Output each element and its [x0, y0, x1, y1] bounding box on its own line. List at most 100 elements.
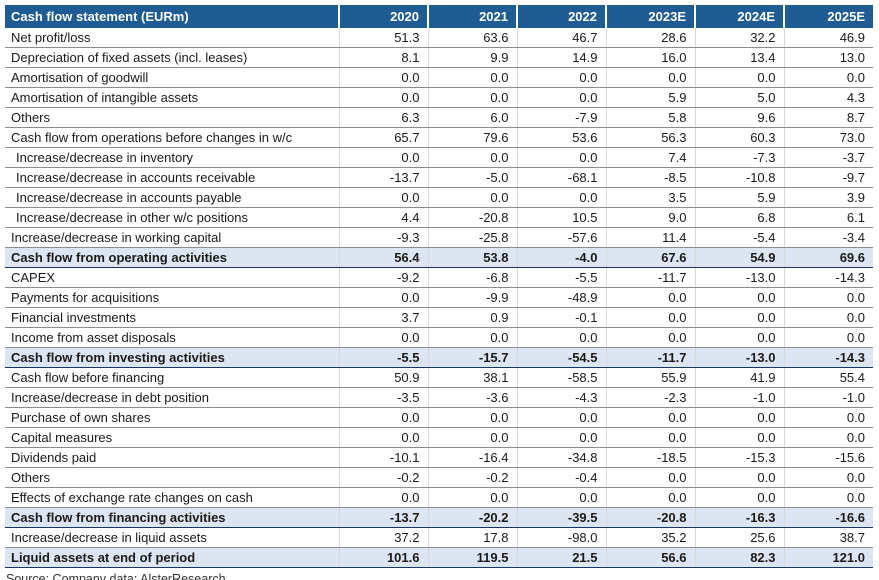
row-value: 0.0	[338, 427, 428, 448]
row-label: Dividends paid	[5, 447, 339, 468]
row-label: Amortisation of intangible assets	[5, 87, 339, 108]
column-header-year: 2021	[427, 5, 517, 28]
row-value: 8.1	[338, 47, 428, 68]
row-value: 0.0	[694, 67, 784, 88]
row-value: -1.0	[694, 387, 784, 408]
row-value: 60.3	[694, 127, 784, 148]
row-value: -5.4	[694, 227, 784, 248]
table-row: Cash flow from investing activities -5.5-…	[5, 347, 873, 368]
row-value: -2.3	[605, 387, 695, 408]
table-row: CAPEX -9.2 -6.8 -5.5 -11.7 -13.0 -14.3	[5, 267, 873, 288]
row-value: 0.0	[338, 87, 428, 108]
row-value: 0.0	[427, 187, 517, 208]
row-value: 0.0	[427, 67, 517, 88]
source-note: Source: Company data; AlsterResearch	[6, 572, 226, 580]
table-row: Others 6.3 6.0 -7.9 5.8 9.6 8.7	[5, 107, 873, 128]
row-value: -13.7	[338, 507, 428, 528]
row-value: 0.0	[783, 307, 873, 328]
row-value: 3.9	[783, 187, 873, 208]
row-label: Increase/decrease in accounts receivable	[5, 167, 339, 188]
row-value: 0.0	[338, 67, 428, 88]
row-value: 0.0	[338, 407, 428, 428]
row-value: -9.2	[338, 267, 428, 288]
row-value: -39.5	[516, 507, 606, 528]
table-row: Income from asset disposals 0.0 0.0 0.0 0.0 0…	[5, 327, 873, 348]
row-value: 25.6	[694, 527, 784, 548]
row-label: Cash flow from operations before changes…	[5, 127, 339, 148]
row-value: 0.0	[783, 287, 873, 308]
row-value: -20.8	[427, 207, 517, 228]
row-value: 0.0	[338, 327, 428, 348]
row-value: -48.9	[516, 287, 606, 308]
row-value: -9.9	[427, 287, 517, 308]
row-value: 55.4	[783, 367, 873, 388]
table-row: Amortisation of goodwill 0.0 0.0 0.0 0.0 0.0 0…	[5, 67, 873, 88]
row-value: 8.7	[783, 107, 873, 128]
row-value: 53.8	[427, 247, 517, 268]
row-value: -20.8	[605, 507, 695, 528]
row-value: 37.2	[338, 527, 428, 548]
row-label: Cash flow before financing	[5, 367, 339, 388]
table-body: Net profit/loss 51.3 63.6 46.7 28.6 32.2 46.9 D…	[5, 28, 873, 568]
row-value: -3.4	[783, 227, 873, 248]
row-value: 79.6	[427, 127, 517, 148]
row-value: 0.0	[427, 427, 517, 448]
row-value: -13.7	[338, 167, 428, 188]
row-label: Net profit/loss	[5, 28, 339, 48]
table-row: Payments for acquisitions 0.0 -9.9 -48.9 0.0…	[5, 287, 873, 308]
row-label: Others	[5, 467, 339, 488]
row-value: -68.1	[516, 167, 606, 188]
row-label: Cash flow from operating activities	[5, 247, 339, 268]
row-value: 0.0	[605, 67, 695, 88]
row-value: 6.1	[783, 207, 873, 228]
row-value: 51.3	[338, 28, 428, 48]
column-header-year: 2025E	[783, 5, 873, 28]
row-value: 4.3	[783, 87, 873, 108]
row-label: Amortisation of goodwill	[5, 67, 339, 88]
row-value: 28.6	[605, 28, 695, 48]
row-value: -15.3	[694, 447, 784, 468]
row-value: 0.0	[694, 307, 784, 328]
row-value: 0.9	[427, 307, 517, 328]
row-value: 55.9	[605, 367, 695, 388]
row-label: Increase/decrease in inventory	[5, 147, 339, 168]
row-label: Payments for acquisitions	[5, 287, 339, 308]
row-value: 46.9	[783, 28, 873, 48]
row-value: -0.2	[427, 467, 517, 488]
row-value: 46.7	[516, 28, 606, 48]
table-row: Increase/decrease in debt position -3.5 -3…	[5, 387, 873, 408]
row-value: -16.6	[783, 507, 873, 528]
row-value: 0.0	[516, 427, 606, 448]
row-value: 0.0	[605, 487, 695, 508]
row-value: -7.9	[516, 107, 606, 128]
row-value: 0.0	[338, 147, 428, 168]
row-value: 0.0	[694, 467, 784, 488]
row-value: 32.2	[694, 28, 784, 48]
row-value: 9.0	[605, 207, 695, 228]
row-value: 0.0	[783, 427, 873, 448]
row-value: 0.0	[516, 327, 606, 348]
cash-flow-table: Cash flow statement (EURm) 2020 2021 2022 2…	[5, 5, 873, 568]
row-value: 6.3	[338, 107, 428, 128]
row-value: 41.9	[694, 367, 784, 388]
row-value: -0.1	[516, 307, 606, 328]
row-value: 5.8	[605, 107, 695, 128]
row-value: -11.7	[605, 267, 695, 288]
row-label: Purchase of own shares	[5, 407, 339, 428]
row-value: 0.0	[694, 327, 784, 348]
row-value: 3.7	[338, 307, 428, 328]
table-row: Increase/decrease in other w/c positions…	[5, 207, 873, 228]
row-value: -3.6	[427, 387, 517, 408]
row-value: 0.0	[605, 427, 695, 448]
row-value: 0.0	[605, 287, 695, 308]
row-value: -7.3	[694, 147, 784, 168]
row-value: 0.0	[783, 327, 873, 348]
row-value: -13.0	[694, 267, 784, 288]
row-value: 0.0	[427, 327, 517, 348]
row-value: 6.8	[694, 207, 784, 228]
row-value: 63.6	[427, 28, 517, 48]
table-row: Increase/decrease in liquid assets 37.2 17…	[5, 527, 873, 548]
row-value: 53.6	[516, 127, 606, 148]
row-value: 0.0	[516, 87, 606, 108]
